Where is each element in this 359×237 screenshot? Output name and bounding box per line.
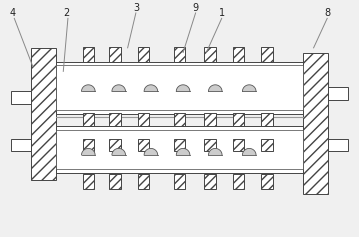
Text: 9: 9 <box>192 3 198 13</box>
Polygon shape <box>209 148 222 155</box>
Bar <box>174 47 185 62</box>
Polygon shape <box>112 148 126 155</box>
Polygon shape <box>209 85 222 91</box>
Bar <box>56 65 303 110</box>
Bar <box>233 113 244 126</box>
Text: 3: 3 <box>133 3 139 13</box>
Bar <box>328 87 348 100</box>
Bar <box>303 53 328 194</box>
Bar <box>204 139 216 151</box>
Text: 4: 4 <box>10 8 16 18</box>
Bar <box>138 47 149 62</box>
Bar <box>204 47 216 62</box>
Bar <box>56 126 303 173</box>
Bar <box>174 139 185 151</box>
Bar <box>174 174 185 189</box>
Bar <box>11 139 31 151</box>
Polygon shape <box>112 85 126 91</box>
Bar <box>11 91 31 104</box>
Bar <box>328 139 348 151</box>
Bar <box>56 62 303 114</box>
Polygon shape <box>144 148 158 155</box>
Bar <box>109 113 121 126</box>
Bar <box>31 48 56 180</box>
Bar <box>109 174 121 189</box>
Polygon shape <box>81 85 95 91</box>
Bar <box>233 174 244 189</box>
Bar <box>204 113 216 126</box>
Bar <box>138 174 149 189</box>
Bar <box>83 174 94 189</box>
Bar <box>109 47 121 62</box>
Bar <box>138 113 149 126</box>
Bar <box>83 139 94 151</box>
Bar <box>261 139 273 151</box>
Polygon shape <box>242 148 256 155</box>
Polygon shape <box>81 148 95 155</box>
Bar <box>261 47 273 62</box>
Text: 2: 2 <box>63 8 70 18</box>
Bar <box>174 113 185 126</box>
Bar <box>204 174 216 189</box>
Polygon shape <box>242 85 256 91</box>
Text: 8: 8 <box>324 8 330 18</box>
Polygon shape <box>176 148 190 155</box>
Text: 1: 1 <box>219 8 225 18</box>
Bar <box>261 113 273 126</box>
Bar <box>83 113 94 126</box>
Bar <box>83 47 94 62</box>
Bar <box>138 139 149 151</box>
Bar <box>233 139 244 151</box>
Bar <box>56 130 303 169</box>
Polygon shape <box>144 85 158 91</box>
Polygon shape <box>176 85 190 91</box>
Bar <box>233 47 244 62</box>
Bar <box>261 174 273 189</box>
Bar <box>109 139 121 151</box>
